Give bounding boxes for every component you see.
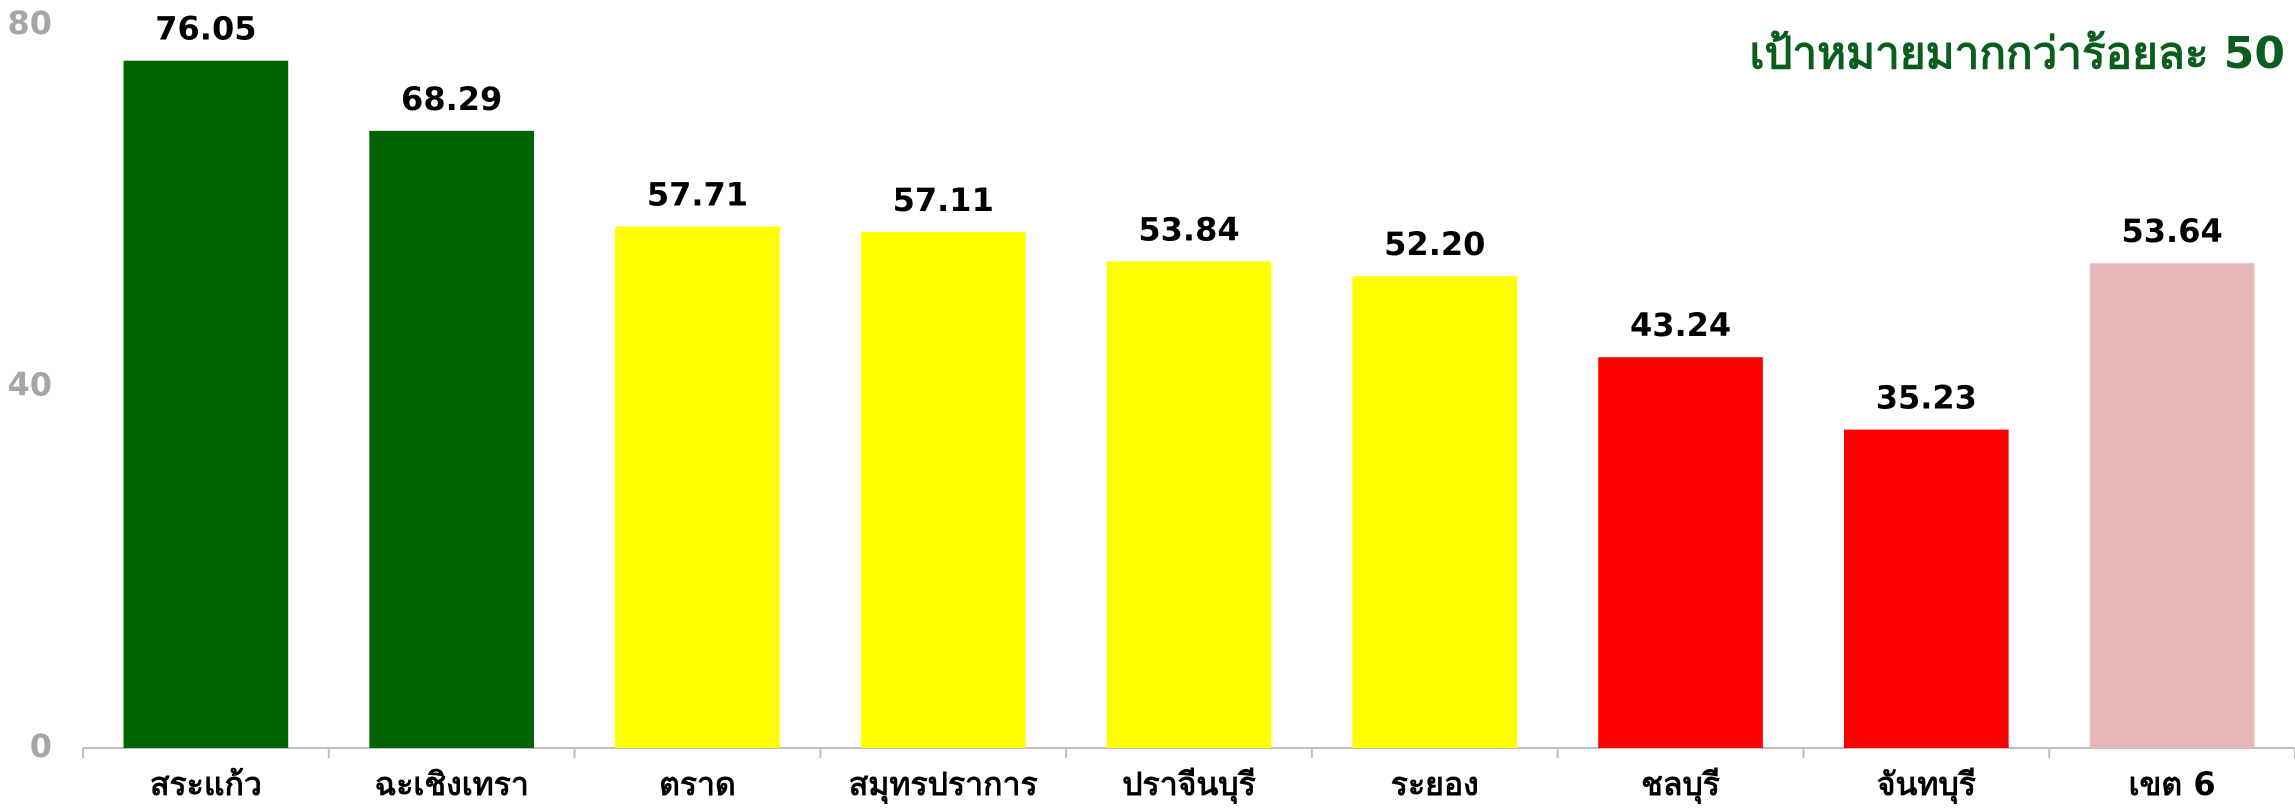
data-label: 43.24 [1630,306,1731,344]
bar [615,226,780,749]
bar [369,130,535,749]
data-label: 68.29 [401,80,502,118]
bar [860,231,1026,748]
y-tick-label: 40 [7,366,52,404]
bar [1106,261,1272,748]
x-tick-label: สระแก้ว [150,765,262,803]
y-tick-label: 80 [7,4,52,42]
bar [2089,263,2255,748]
x-tick-label: ชลบุรี [1641,765,1720,805]
x-tick-label: ระยอง [1391,765,1479,803]
x-tick-label: สมุทรปราการ [849,765,1038,805]
y-tick-label: 0 [30,727,52,765]
data-label: 57.71 [647,175,748,213]
bar [123,60,289,749]
x-tick-label: ตราด [659,765,736,803]
data-label: 57.11 [893,181,994,219]
x-tick-label: ปราจีนบุรี [1122,765,1256,805]
bar [1843,429,2009,748]
x-tick-label: เขต 6 [2129,765,2216,803]
data-label: 53.84 [1138,210,1239,248]
data-label: 35.23 [1876,379,1977,417]
chart-title: เป้าหมายมากกว่าร้อยละ 50 [1749,28,2285,79]
x-tick-label: จันทบุรี [1877,765,1976,805]
data-label: 52.20 [1384,225,1485,263]
bar [1598,357,1763,748]
bar [1352,276,1518,748]
data-label: 53.64 [2122,212,2223,250]
x-tick-label: ฉะเชิงเทรา [374,765,528,803]
data-label: 76.05 [155,10,256,48]
